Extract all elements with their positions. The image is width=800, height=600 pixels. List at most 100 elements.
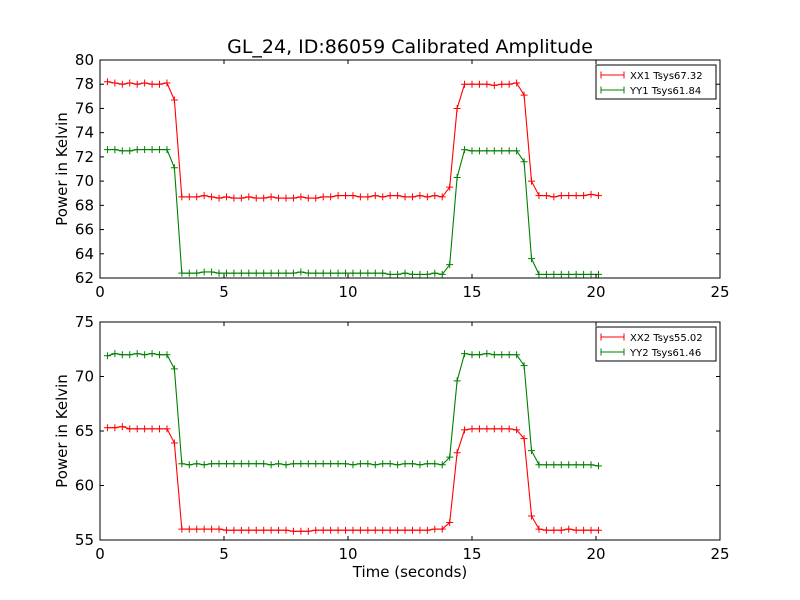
data-point bbox=[245, 193, 253, 201]
y-tick-label: 66 bbox=[75, 221, 94, 239]
data-point bbox=[222, 193, 230, 201]
data-point bbox=[423, 526, 431, 534]
data-point bbox=[237, 269, 245, 277]
data-point bbox=[364, 269, 372, 277]
data-point bbox=[208, 525, 216, 533]
data-point bbox=[572, 270, 580, 278]
data-point bbox=[133, 425, 141, 433]
data-point bbox=[215, 525, 223, 533]
data-point bbox=[356, 526, 364, 534]
data-point bbox=[230, 526, 238, 534]
data-point bbox=[423, 460, 431, 468]
legend-marker bbox=[600, 348, 625, 356]
data-point bbox=[587, 526, 595, 534]
data-point bbox=[475, 147, 483, 155]
data-point bbox=[260, 269, 268, 277]
data-point bbox=[200, 461, 208, 469]
data-point bbox=[490, 425, 498, 433]
data-point bbox=[416, 192, 424, 200]
data-point bbox=[319, 269, 327, 277]
data-point bbox=[542, 270, 550, 278]
data-point bbox=[111, 146, 119, 154]
data-point bbox=[312, 194, 320, 202]
data-point bbox=[222, 526, 230, 534]
data-point bbox=[334, 269, 342, 277]
legend-marker bbox=[600, 333, 625, 341]
data-point bbox=[297, 460, 305, 468]
data-point bbox=[394, 526, 402, 534]
data-point bbox=[379, 526, 387, 534]
bottom-plot: 0 5 10 15 20 25 55 60 65 70 75 Power in Kelvin Time … bbox=[53, 313, 730, 581]
data-point bbox=[371, 461, 379, 469]
data-point bbox=[349, 192, 357, 200]
data-point bbox=[215, 460, 223, 468]
data-point bbox=[133, 350, 141, 358]
series-line-1-0 bbox=[107, 426, 599, 532]
data-point bbox=[587, 270, 595, 278]
data-point bbox=[438, 461, 446, 469]
y-tick-label: 70 bbox=[75, 172, 94, 190]
data-point bbox=[230, 269, 238, 277]
legend-label: YY2 Tsys61.46 bbox=[629, 348, 701, 359]
data-point bbox=[416, 270, 424, 278]
data-point bbox=[446, 183, 454, 191]
data-point bbox=[542, 526, 550, 534]
data-point bbox=[193, 460, 201, 468]
data-point bbox=[267, 526, 275, 534]
data-point bbox=[371, 269, 379, 277]
data-point bbox=[185, 193, 193, 201]
data-point bbox=[565, 270, 573, 278]
data-point bbox=[475, 425, 483, 433]
data-point bbox=[148, 425, 156, 433]
data-point bbox=[349, 269, 357, 277]
data-point bbox=[193, 269, 201, 277]
data-point bbox=[505, 425, 513, 433]
data-point bbox=[237, 526, 245, 534]
data-point bbox=[304, 460, 312, 468]
data-point bbox=[416, 461, 424, 469]
data-point bbox=[260, 460, 268, 468]
x-tick-label: 20 bbox=[586, 545, 605, 563]
data-point bbox=[364, 526, 372, 534]
data-point bbox=[275, 194, 283, 202]
data-point bbox=[594, 462, 602, 470]
data-point bbox=[483, 350, 491, 358]
data-point bbox=[156, 351, 164, 359]
data-point bbox=[103, 146, 111, 154]
data-point bbox=[170, 96, 178, 104]
data-point bbox=[423, 270, 431, 278]
data-point bbox=[297, 527, 305, 535]
data-point bbox=[394, 270, 402, 278]
data-point bbox=[557, 461, 565, 469]
data-point bbox=[528, 447, 536, 455]
data-point bbox=[453, 377, 461, 385]
data-point bbox=[565, 461, 573, 469]
data-point bbox=[289, 194, 297, 202]
data-point bbox=[334, 460, 342, 468]
data-point bbox=[148, 350, 156, 358]
data-point bbox=[319, 460, 327, 468]
data-point bbox=[431, 525, 439, 533]
data-point bbox=[498, 147, 506, 155]
x-tick-label: 5 bbox=[219, 283, 229, 301]
data-point bbox=[379, 269, 387, 277]
data-point bbox=[163, 425, 171, 433]
x-tick-label: 10 bbox=[338, 545, 357, 563]
data-point bbox=[580, 192, 588, 200]
data-point bbox=[513, 147, 521, 155]
data-point bbox=[401, 269, 409, 277]
data-point bbox=[185, 525, 193, 533]
data-point bbox=[200, 268, 208, 276]
legend: XX2 Tsys55.02 YY2 Tsys61.46 bbox=[595, 326, 717, 362]
data-point bbox=[319, 193, 327, 201]
data-point bbox=[185, 461, 193, 469]
y-tick-label: 76 bbox=[75, 99, 94, 117]
data-point bbox=[141, 146, 149, 154]
data-point bbox=[193, 193, 201, 201]
data-point bbox=[208, 268, 216, 276]
data-point bbox=[483, 80, 491, 88]
x-tick-label: 5 bbox=[219, 545, 229, 563]
data-point bbox=[342, 192, 350, 200]
legend: XX1 Tsys67.32 YY1 Tsys61.84 bbox=[595, 64, 717, 100]
data-point bbox=[349, 461, 357, 469]
